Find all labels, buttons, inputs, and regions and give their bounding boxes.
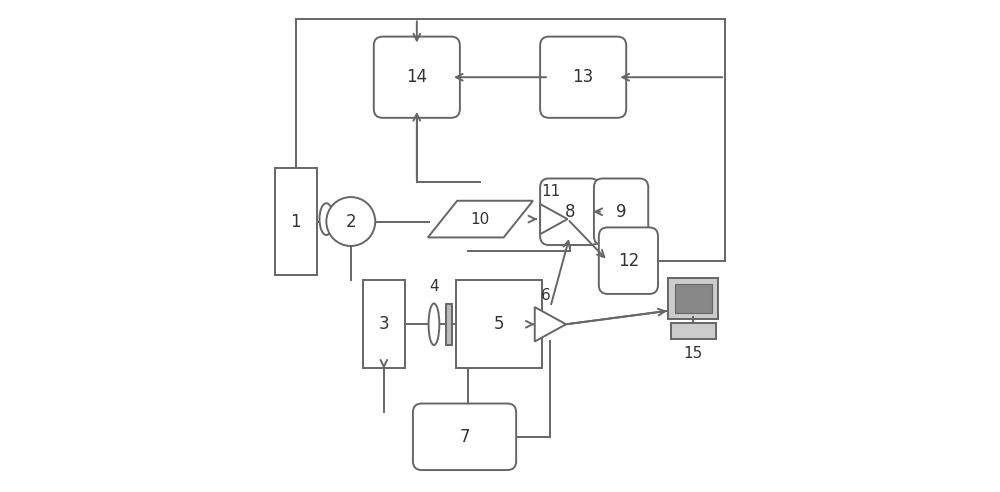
Polygon shape	[540, 204, 568, 234]
FancyBboxPatch shape	[599, 227, 658, 294]
FancyBboxPatch shape	[668, 278, 718, 319]
Ellipse shape	[429, 304, 439, 345]
Text: 5: 5	[494, 315, 504, 333]
Text: 1: 1	[290, 213, 301, 231]
Text: 11: 11	[541, 184, 561, 199]
Text: 14: 14	[406, 68, 427, 86]
Bar	[675, 284, 712, 313]
FancyBboxPatch shape	[540, 179, 599, 245]
FancyBboxPatch shape	[540, 36, 626, 118]
FancyBboxPatch shape	[594, 179, 648, 245]
Text: 15: 15	[684, 346, 703, 361]
Text: 4: 4	[429, 279, 439, 294]
Text: 8: 8	[564, 203, 575, 221]
Text: 3: 3	[378, 315, 389, 333]
FancyBboxPatch shape	[374, 36, 460, 118]
Ellipse shape	[319, 203, 333, 235]
Text: 10: 10	[471, 212, 490, 227]
Polygon shape	[535, 307, 566, 341]
Bar	[446, 304, 452, 345]
Text: 6: 6	[541, 288, 551, 303]
Bar	[456, 280, 542, 369]
FancyBboxPatch shape	[671, 323, 716, 339]
Text: 9: 9	[616, 203, 626, 221]
Ellipse shape	[329, 203, 343, 235]
Circle shape	[326, 197, 375, 246]
Polygon shape	[428, 201, 533, 238]
Text: 12: 12	[618, 252, 639, 270]
Text: 7: 7	[459, 428, 470, 446]
Text: 2: 2	[345, 213, 356, 231]
Text: 13: 13	[573, 68, 594, 86]
Bar	[363, 280, 405, 369]
Bar	[275, 168, 317, 276]
FancyBboxPatch shape	[413, 403, 516, 470]
